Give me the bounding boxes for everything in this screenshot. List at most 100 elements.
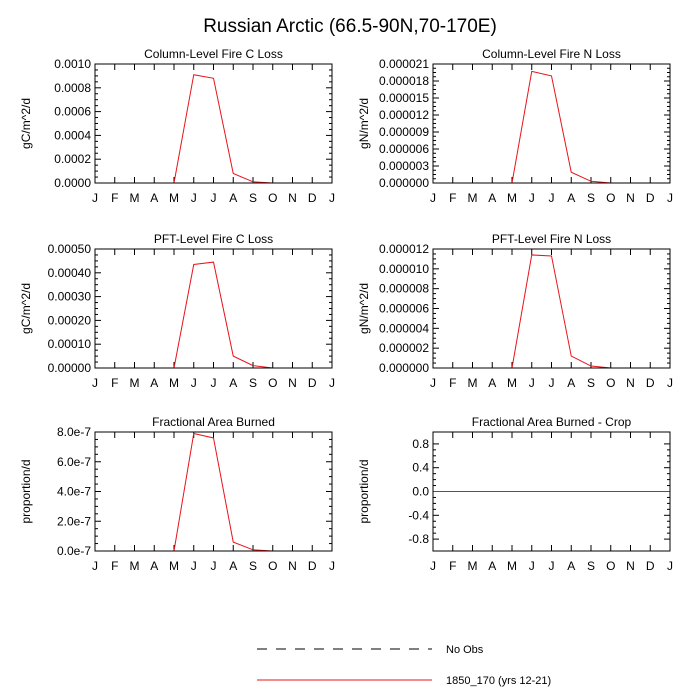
plot-frame <box>432 248 671 369</box>
x-tick-label: F <box>449 376 456 390</box>
x-tick-label: M <box>130 376 140 390</box>
series-line-1 <box>95 74 332 184</box>
x-tick-label: M <box>130 191 140 205</box>
x-tick-label: F <box>449 559 456 573</box>
x-tick-label: N <box>288 191 297 205</box>
x-tick-label: D <box>308 376 317 390</box>
x-tick-label: J <box>191 559 197 573</box>
y-tick-label: 0.00040 <box>48 266 92 280</box>
x-tick-label: F <box>111 191 118 205</box>
x-tick-label: A <box>150 559 158 573</box>
y-tick-label: 2.0e-7 <box>57 514 91 528</box>
x-tick-label: F <box>111 559 118 573</box>
x-tick-label: N <box>288 559 297 573</box>
y-tick-label: 0.000006 <box>379 142 429 156</box>
y-tick-label: 0.000018 <box>379 74 429 88</box>
y-tick-label: 0.000000 <box>379 176 429 190</box>
y-tick-label: 0.0002 <box>54 152 91 166</box>
y-axis-label: gC/m^2/d <box>19 98 33 149</box>
x-tick-label: A <box>488 376 496 390</box>
x-tick-label: J <box>191 191 197 205</box>
y-tick-label: 0.0006 <box>54 105 91 119</box>
panel-title: Column-Level Fire N Loss <box>482 47 621 61</box>
y-tick-label: 0.00030 <box>48 290 92 304</box>
legend: No Obs 1850_170 (yrs 12-21) <box>257 644 551 687</box>
y-tick-label: 0.000008 <box>379 282 429 296</box>
y-tick-label: 4.0e-7 <box>57 485 91 499</box>
y-tick-label: 0.000012 <box>379 108 429 122</box>
plot-frame <box>432 63 671 184</box>
x-tick-label: J <box>667 559 673 573</box>
y-tick-label: 0.00050 <box>48 242 92 256</box>
y-axis-label: gN/m^2/d <box>357 98 371 149</box>
x-tick-label: M <box>468 376 478 390</box>
x-tick-label: A <box>567 559 575 573</box>
y-tick-label: 0.000006 <box>379 302 429 316</box>
panel-title: Fractional Area Burned <box>152 415 275 429</box>
x-tick-label: J <box>529 559 535 573</box>
x-tick-label: J <box>92 191 98 205</box>
x-tick-label: N <box>626 376 635 390</box>
x-tick-label: A <box>229 376 237 390</box>
x-tick-label: M <box>169 376 179 390</box>
x-tick-label: J <box>667 376 673 390</box>
y-tick-label: 6.0e-7 <box>57 455 91 469</box>
x-tick-label: J <box>549 376 555 390</box>
x-tick-label: A <box>488 559 496 573</box>
x-tick-label: M <box>507 559 517 573</box>
x-tick-label: J <box>430 376 436 390</box>
x-tick-label: A <box>229 559 237 573</box>
y-axis-label: gC/m^2/d <box>19 283 33 334</box>
x-tick-label: M <box>169 191 179 205</box>
x-tick-label: D <box>308 559 317 573</box>
x-tick-label: O <box>268 559 277 573</box>
x-tick-label: J <box>191 376 197 390</box>
x-tick-label: O <box>606 191 615 205</box>
x-tick-label: J <box>92 559 98 573</box>
x-tick-label: F <box>111 376 118 390</box>
x-tick-label: S <box>587 376 595 390</box>
y-tick-label: 0.000003 <box>379 159 429 173</box>
x-tick-label: M <box>507 191 517 205</box>
x-tick-label: J <box>430 559 436 573</box>
panel-title: Fractional Area Burned - Crop <box>472 415 632 429</box>
y-tick-label: 0.0 <box>412 485 429 499</box>
series-line-1 <box>95 261 332 369</box>
x-tick-label: M <box>507 376 517 390</box>
legend-label: 1850_170 (yrs 12-21) <box>446 675 551 687</box>
y-axis-label: gN/m^2/d <box>357 283 371 334</box>
chart-panel-6: Fractional Area Burned - Crop proportion/… <box>357 415 673 573</box>
x-tick-label: J <box>92 376 98 390</box>
y-tick-label: 0.000002 <box>379 341 429 355</box>
x-tick-label: N <box>288 376 297 390</box>
y-tick-label: 0.0010 <box>54 57 91 71</box>
y-tick-label: 0.00020 <box>48 313 92 327</box>
plot-frame <box>94 248 333 369</box>
y-tick-label: 0.00010 <box>48 337 92 351</box>
x-tick-label: M <box>468 191 478 205</box>
x-tick-label: S <box>587 191 595 205</box>
x-tick-label: S <box>249 191 257 205</box>
x-tick-label: N <box>626 559 635 573</box>
x-tick-label: J <box>329 559 335 573</box>
y-tick-label: 0.4 <box>412 461 429 475</box>
y-tick-label: 0.0000 <box>54 176 91 190</box>
x-tick-label: S <box>587 559 595 573</box>
x-tick-label: N <box>626 191 635 205</box>
figure-title: Russian Arctic (66.5-90N,70-170E) <box>203 16 497 37</box>
y-axis-label: proportion/d <box>19 459 33 523</box>
y-tick-label: 0.8 <box>412 437 429 451</box>
x-tick-label: A <box>229 191 237 205</box>
x-tick-label: A <box>150 191 158 205</box>
y-tick-label: 0.000004 <box>379 321 429 335</box>
x-tick-label: D <box>646 376 655 390</box>
x-tick-label: M <box>169 559 179 573</box>
legend-label: No Obs <box>446 644 484 656</box>
panel-title: PFT-Level Fire C Loss <box>154 232 273 246</box>
